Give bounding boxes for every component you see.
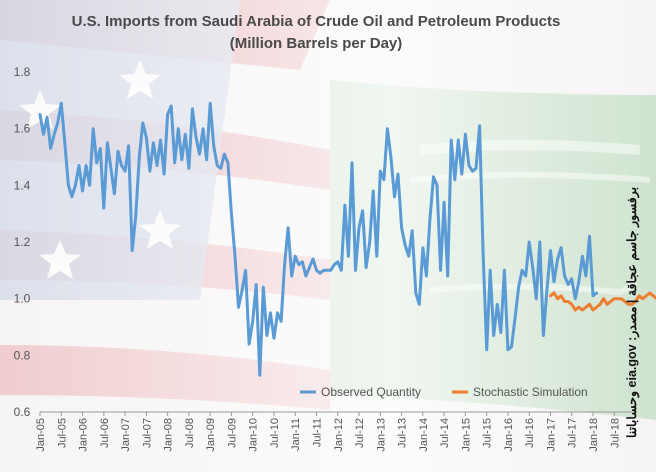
x-tick-label: Jul-15 [482,418,494,448]
x-tick-label: Jan-13 [375,418,387,452]
x-tick-label: Jul-17 [567,418,579,448]
y-tick-label: 0.8 [14,348,31,362]
x-tick-label: Jul-11 [312,418,324,447]
x-tick-label: Jul-08 [184,418,196,448]
x-tick-label: Jan-14 [418,418,430,452]
x-tick-label: Jul-13 [397,418,409,448]
series-line-observed [38,101,599,377]
x-tick-label: Jul-07 [141,418,153,448]
x-tick-label: Jan-10 [248,418,260,452]
y-tick-label: 1.8 [14,65,31,79]
y-tick-label: 1.6 [14,122,31,136]
x-tick-label: Jul-05 [56,418,68,448]
y-tick-label: 1.2 [14,235,31,249]
source-credit: برفسور جاسم عجاقة | مصدر: eia.gov وحسابا… [625,186,639,438]
x-tick-label: Jan-16 [503,418,515,452]
x-tick-label: Jan-18 [588,418,600,452]
x-tick-label: Jul-10 [269,418,281,448]
x-tick-label: Jan-12 [333,418,345,452]
x-tick-label: Jan-09 [205,418,217,452]
y-tick-label: 1.0 [14,292,31,306]
x-tick-label: Jul-18 [609,418,621,448]
x-tick-label: Jan-07 [120,418,132,452]
x-tick-label: Jan-05 [35,418,47,452]
x-tick-label: Jan-08 [163,418,175,452]
series-line-simulation [549,291,656,312]
x-tick-label: Jan-06 [78,418,90,452]
x-tick-label: Jan-15 [460,418,472,452]
x-tick-label: Jul-06 [99,418,111,448]
y-tick-label: 1.4 [14,178,31,192]
x-tick-label: Jul-14 [439,418,451,448]
x-tick-label: Jan-17 [545,418,557,452]
chart-title: U.S. Imports from Saudi Arabia of Crude … [71,13,561,30]
chart-subtitle: (Million Barrels per Day) [229,35,403,52]
legend-label: Observed Quantity [321,385,421,399]
x-tick-label: Jul-12 [354,418,366,448]
x-tick-label: Jul-09 [226,418,238,448]
legend-label: Stochastic Simulation [473,385,588,399]
x-tick-label: Jul-16 [524,418,536,448]
y-tick-label: 0.6 [14,405,31,419]
x-tick-label: Jan-11 [290,418,302,451]
